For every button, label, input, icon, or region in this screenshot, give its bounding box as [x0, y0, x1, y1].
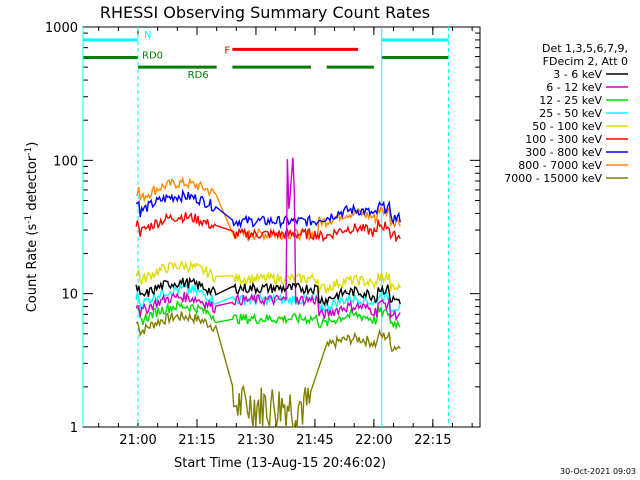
series-line — [135, 282, 401, 313]
series-line — [135, 175, 401, 242]
x-tick-label: 21:45 — [296, 433, 333, 448]
legend-entry-label: 100 - 300 keV — [525, 133, 602, 146]
legend-header: Det 1,3,5,6,7,9, — [542, 42, 628, 55]
status-segments: N F RD0 RD6 — [83, 30, 449, 81]
y-tick-label: 1000 — [45, 21, 78, 36]
vertical-markers — [82, 27, 450, 427]
legend-entry-label: 800 - 7000 keV — [518, 159, 602, 172]
x-axis-label: Start Time (13-Aug-15 20:46:02) — [174, 456, 386, 471]
x-tick-label: 21:00 — [119, 433, 156, 448]
legend-entry-label: 25 - 50 keV — [539, 107, 602, 120]
legend-entry-label: 50 - 100 keV — [532, 120, 602, 133]
y-tick-label: 1 — [70, 421, 78, 436]
chart-title: RHESSI Observing Summary Count Rates — [100, 3, 430, 22]
series-line — [135, 259, 401, 294]
x-tick-label: 22:15 — [414, 433, 451, 448]
x-tick-label: 21:15 — [178, 433, 215, 448]
series-line — [135, 311, 401, 428]
segment-label: N — [144, 30, 151, 41]
plot-area: 21:00 21:15 21:30 21:45 22:00 22:15 1 10 100 1000… — [45, 21, 481, 448]
legend-entry-label: 7000 - 15000 keV — [504, 172, 602, 185]
segment-label: F — [224, 45, 230, 56]
y-tick-label: 100 — [53, 154, 78, 169]
x-tick-label: 22:00 — [355, 433, 392, 448]
series-line — [135, 188, 401, 230]
series-line — [135, 212, 401, 243]
segment-label: RD0 — [142, 51, 163, 62]
legend-entry-label: 6 - 12 keV — [546, 81, 602, 94]
axes-ticks: 21:00 21:15 21:30 21:45 22:00 22:15 1 10 100 1000 — [45, 21, 480, 448]
series-line — [135, 299, 401, 331]
legend-entry-label: 3 - 6 keV — [553, 68, 602, 81]
series-lines — [135, 157, 401, 428]
legend-header: FDecim 2, Att 0 — [543, 55, 628, 68]
segment-label: RD6 — [188, 70, 209, 81]
x-tick-label: 21:30 — [237, 433, 274, 448]
legend-entry-label: 300 - 800 keV — [525, 146, 602, 159]
series-line — [135, 276, 401, 307]
y-tick-label: 10 — [61, 288, 78, 303]
footer-timestamp: 30-Oct-2021 09:03 — [560, 467, 636, 476]
y-axis-label: Count Rate (s-1 detector-1) — [24, 142, 40, 313]
series-line — [135, 157, 401, 322]
legend-entry-label: 12 - 25 keV — [539, 94, 602, 107]
legend: Det 1,3,5,6,7,9,FDecim 2, Att 03 - 6 keV… — [504, 42, 628, 185]
